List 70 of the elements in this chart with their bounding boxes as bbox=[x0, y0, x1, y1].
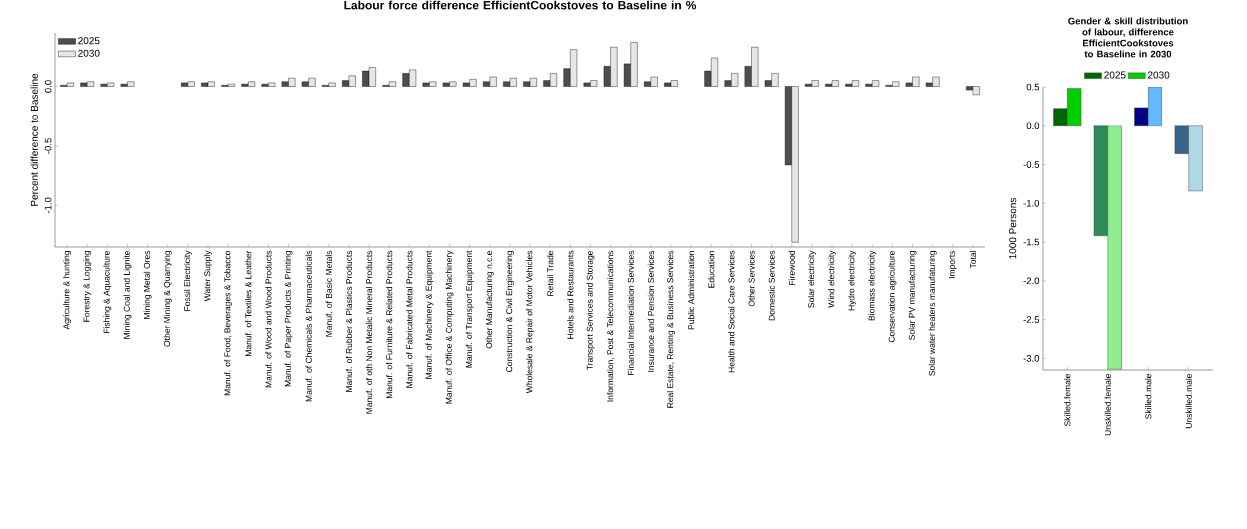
x-tick-label: Manuf. of Machinery & Equipment bbox=[425, 250, 434, 379]
x-tick-label: Manuf. of Wood and Wood Products bbox=[265, 250, 272, 388]
y-tick-label: -2.0 bbox=[1023, 277, 1040, 285]
y-tick-label: -0.5 bbox=[44, 138, 52, 154]
x-tick-label: Hotels and Restaurants bbox=[567, 250, 574, 339]
legend-label: 2025 bbox=[1104, 71, 1126, 79]
x-tick-label: Manuf. of Office & Computing Machinery bbox=[445, 250, 454, 404]
x-tick-label: Fishing & Aquaculture bbox=[103, 250, 112, 333]
x-tick-label: Other Mining & Quarrying bbox=[163, 251, 172, 347]
y-tick-label: -2.5 bbox=[1023, 316, 1040, 323]
x-tick-label: Real Estate, Renting & Business Services bbox=[667, 250, 675, 408]
x-tick-label: Firewood bbox=[788, 251, 795, 285]
x-tick-label: Manuf. of oth Non Metalic Mineral Products bbox=[365, 250, 373, 414]
x-tick-label: Manuf. of Fabricated Metal Products bbox=[406, 250, 413, 388]
y-tick-label: -1.5 bbox=[1023, 238, 1040, 246]
x-tick-label: Mining Coal and Lignite bbox=[123, 250, 132, 339]
x-tick-label: Mining Metal Ores bbox=[143, 250, 152, 319]
x-tick-label: Health and Social Care Services bbox=[728, 250, 735, 373]
y-tick-label: -1.0 bbox=[1023, 199, 1040, 207]
x-tick-label: Transport Services and Storage bbox=[586, 250, 595, 371]
x-tick-label: Solar water heaters manufaturing bbox=[928, 251, 937, 376]
x-tick-label: Manuf. of Chemicals & Pharmaceuticals bbox=[305, 250, 312, 402]
x-tick-label: Conservation agriculture bbox=[888, 250, 897, 343]
legend-label: 2025 bbox=[78, 37, 100, 45]
x-tick-label: Solar PV manufacturing bbox=[908, 251, 917, 340]
x-tick-label: Hydro electricity bbox=[848, 250, 857, 311]
x-tick-label: Domestic Services bbox=[768, 250, 775, 321]
x-tick-label: Unskilled.male bbox=[1185, 373, 1192, 429]
bar bbox=[1093, 125, 1108, 237]
x-tick-label: Manuf. of Paper Products & Printing bbox=[284, 251, 293, 387]
chart-title: Gender & skill distribution of labour, difference EfficientCookstoves to Baseline in 2030 bbox=[1068, 17, 1188, 58]
y-tick-label: -3.0 bbox=[1023, 354, 1040, 362]
y-axis-title: Percent difference to Baseline bbox=[30, 73, 38, 206]
x-tick-label: Water Supply bbox=[204, 250, 212, 302]
x-tick-label: Manuf. of Furniture & Related Products bbox=[386, 250, 393, 399]
x-tick-label: Solar electricity bbox=[807, 250, 816, 308]
y-tick-label: 0.0 bbox=[1026, 122, 1040, 130]
x-tick-label: Financial Intermediation Services bbox=[627, 250, 634, 376]
x-tick-label: Public Administration bbox=[687, 251, 695, 330]
x-tick-label: Wholesale & Repair of Motor Vehicles bbox=[526, 250, 535, 394]
y-tick-label: -1.0 bbox=[44, 197, 52, 214]
x-tick-label: Information, Post & Telecommunications bbox=[606, 250, 615, 402]
legend-label: 2030 bbox=[78, 49, 100, 57]
x-tick-label: Fossil Electricity bbox=[183, 250, 192, 311]
x-tick-label: Education bbox=[708, 251, 715, 288]
x-tick-label: Agriculture & hunting bbox=[63, 251, 72, 330]
x-tick-label: Other Services bbox=[748, 250, 755, 307]
x-tick-label: Manuf. of Textiles & Leather bbox=[245, 250, 252, 356]
x-tick-label: Manuf. of Food, Beverages & Tobacco bbox=[224, 250, 233, 396]
x-tick-label: Other Manufacturing n.c.e bbox=[485, 250, 494, 349]
x-tick-label: Construction & Civil Engineering bbox=[505, 251, 514, 372]
chart-title: Labour force difference EfficientCookstoves to Baseline in % bbox=[344, 0, 697, 10]
x-tick-label: Wind electricity bbox=[828, 250, 836, 308]
x-tick-label: Unskilled.female bbox=[1104, 373, 1111, 436]
x-tick-label: Total bbox=[969, 251, 977, 269]
x-tick-label: Forestry & Logging bbox=[83, 251, 92, 322]
y-tick-label: -0.5 bbox=[1023, 161, 1040, 168]
legend-label: 2030 bbox=[1147, 71, 1170, 79]
x-tick-label: Biomass electricity bbox=[868, 250, 877, 321]
x-tick-label: Retail Trade bbox=[547, 250, 554, 296]
y-tick-label: 0.0 bbox=[44, 80, 52, 93]
x-tick-label: Manuf. of Rubber & Plastics Products bbox=[345, 250, 353, 392]
x-tick-label: Manuf. of Transport Equipment bbox=[465, 250, 474, 368]
x-tick-label: Skilled.male bbox=[1145, 373, 1152, 419]
x-tick-label: Imports bbox=[948, 250, 957, 279]
x-tick-label: Manuf. of Basic Metals bbox=[325, 250, 332, 337]
x-tick-label: Insurance and Pension Services bbox=[647, 250, 654, 372]
y-tick-label: 0.5 bbox=[1026, 83, 1040, 91]
x-tick-label: Skilled.female bbox=[1064, 373, 1071, 427]
y-axis-title: 1000 Persons bbox=[1009, 198, 1017, 259]
